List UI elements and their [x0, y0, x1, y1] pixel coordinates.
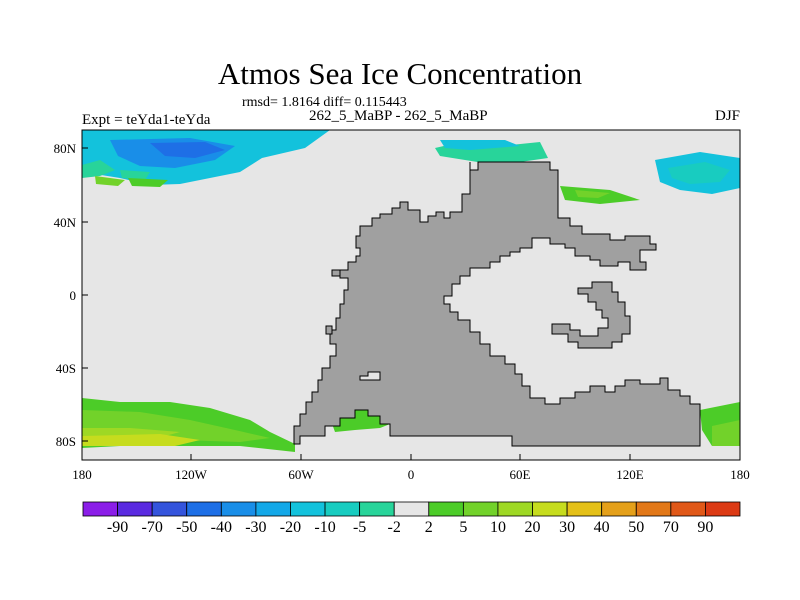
lon-label: 60E [510, 467, 531, 482]
colorbar-swatch [393, 501, 430, 517]
stats-text: rmsd= 1.8164 diff= 0.115443 [242, 95, 407, 110]
colorbar-swatch [151, 501, 188, 517]
lon-label: 0 [408, 467, 415, 482]
colorbar-label: -70 [141, 519, 162, 536]
lat-label: 80N [54, 141, 77, 156]
colorbar-label: 30 [559, 519, 575, 536]
colorbar: -90 -70 -50 -40 -30 -20 -10 -5 -2 2 5 10 20 30 40 50 70 9… [82, 501, 741, 536]
arctic-ice-change [82, 130, 740, 204]
colorbar-swatch [324, 501, 361, 517]
colorbar-swatch [359, 501, 395, 517]
colorbar-label: 5 [459, 519, 467, 536]
pangea-landmass [293, 161, 701, 447]
lon-label: 120W [175, 467, 208, 482]
season-label: DJF [714, 108, 740, 124]
colorbar-label: -2 [388, 519, 401, 536]
colorbar-swatch [82, 501, 118, 517]
lat-label: 40N [54, 215, 77, 230]
colorbar-swatch [290, 501, 326, 517]
lon-label: 60W [288, 467, 314, 482]
colorbar-label: -40 [211, 519, 232, 536]
lon-label: 180 [730, 467, 750, 482]
colorbar-label: -20 [280, 519, 301, 536]
lon-label: 120E [616, 467, 644, 482]
colorbar-swatch [220, 501, 257, 517]
colorbar-label: 40 [594, 519, 610, 536]
colorbar-label: -10 [314, 519, 335, 536]
expt-label: Expt = teYda1-teYda [82, 112, 211, 128]
colorbar-label: -50 [176, 519, 197, 536]
lat-label: 80S [56, 434, 76, 449]
colorbar-swatch [255, 501, 291, 517]
case-text: 262_5_MaBP - 262_5_MaBP [309, 108, 488, 124]
colorbar-label: 90 [697, 519, 713, 536]
map-panel: 80N 40N 0 40S 80S 180 120W 60W 0 60E 120… [54, 129, 750, 482]
colorbar-label: -30 [245, 519, 266, 536]
latitude-labels: 80N 40N 0 40S 80S [54, 141, 77, 449]
tethys-island [551, 281, 631, 349]
land-mask [293, 161, 701, 447]
colorbar-swatch [462, 501, 499, 517]
lon-label: 180 [72, 467, 92, 482]
colorbar-label: 50 [628, 519, 644, 536]
axis-ticks [81, 147, 741, 460]
colorbar-label: -5 [353, 519, 366, 536]
colorbar-label: -90 [107, 519, 128, 536]
colorbar-label: 70 [663, 519, 679, 536]
colorbar-swatch [670, 501, 706, 517]
colorbar-label: 2 [425, 519, 433, 536]
colorbar-swatch [566, 501, 603, 517]
colorbar-swatch [635, 501, 672, 517]
lat-label: 40S [56, 361, 76, 376]
colorbar-swatch [705, 501, 741, 517]
colorbar-swatch [497, 501, 533, 517]
colorbar-swatch [186, 501, 222, 517]
plot-title: Atmos Sea Ice Concentration [217, 56, 583, 91]
lat-label: 0 [70, 288, 77, 303]
colorbar-swatch [117, 501, 153, 517]
longitude-labels: 180 120W 60W 0 60E 120E 180 [72, 467, 750, 482]
colorbar-swatch [428, 501, 464, 517]
colorbar-swatch [601, 501, 637, 517]
colorbar-label: 20 [525, 519, 541, 536]
colorbar-label: 10 [490, 519, 506, 536]
colorbar-swatch [532, 501, 568, 517]
